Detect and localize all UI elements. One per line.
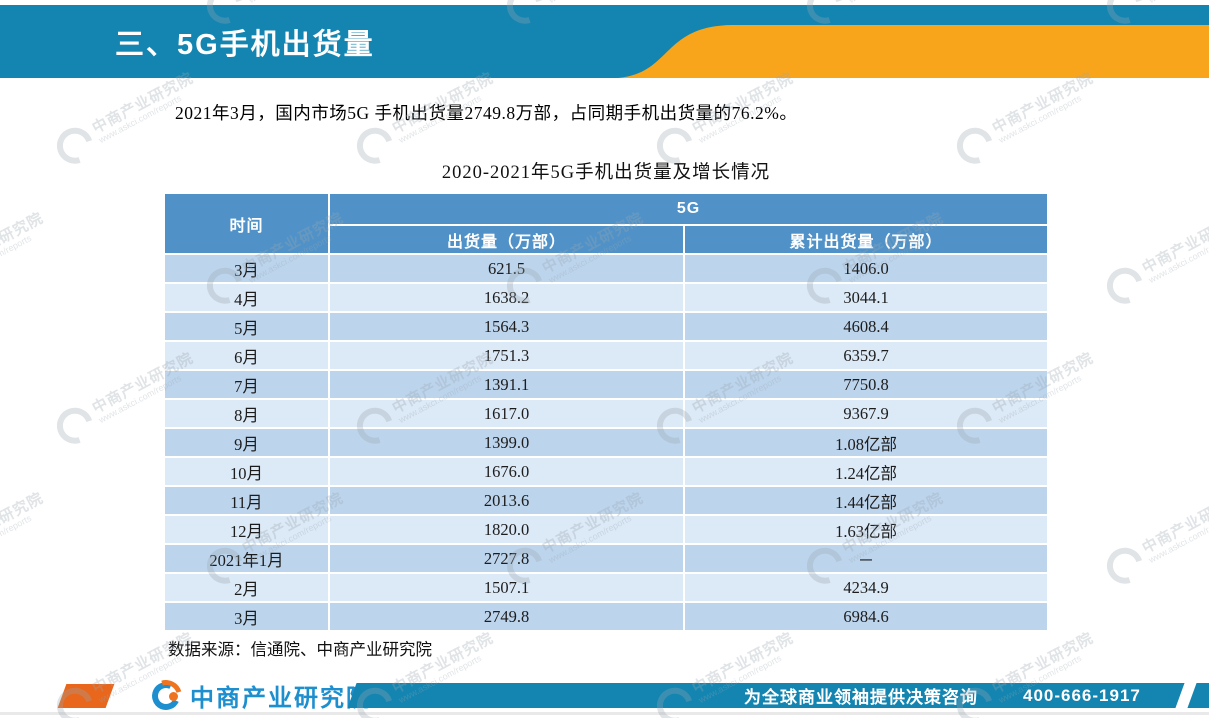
cell-time: 3月 xyxy=(165,255,328,282)
table-row: 11月 2013.6 1.44亿部 xyxy=(165,487,1047,514)
cell-time: 4月 xyxy=(165,284,328,311)
header-orange-swoosh-icon xyxy=(618,25,1209,78)
table-row: 2021年1月 2727.8 － xyxy=(165,545,1047,572)
table-row: 6月 1751.3 6359.7 xyxy=(165,342,1047,369)
cell-shipments: 1399.0 xyxy=(330,429,683,456)
company-logo-icon xyxy=(144,673,188,718)
table-row: 9月 1399.0 1.08亿部 xyxy=(165,429,1047,456)
cell-time: 7月 xyxy=(165,371,328,398)
table-row: 4月 1638.2 3044.1 xyxy=(165,284,1047,311)
table-row: 3月 621.5 1406.0 xyxy=(165,255,1047,282)
cell-shipments: 1391.1 xyxy=(330,371,683,398)
table-header-row-1: 时间 5G xyxy=(165,194,1047,253)
cell-time: 9月 xyxy=(165,429,328,456)
table-title: 2020-2021年5G手机出货量及增长情况 xyxy=(441,163,771,183)
cell-shipments: 2013.6 xyxy=(330,487,683,514)
cell-shipments: 1638.2 xyxy=(330,284,683,311)
cell-time: 5月 xyxy=(165,313,328,340)
footer-orange-shape xyxy=(57,684,115,708)
table-row: 12月 1820.0 1.63亿部 xyxy=(165,516,1047,543)
col-header-shipments: 出货量（万部） xyxy=(330,226,683,253)
cell-cumulative: 1.24亿部 xyxy=(685,458,1047,485)
cell-time: 12月 xyxy=(165,516,328,543)
cell-shipments: 2749.8 xyxy=(330,603,683,630)
col-header-5g: 5G xyxy=(330,194,1047,224)
page-title: 三、5G手机出货量 xyxy=(115,28,375,61)
footer-blue-band: 为全球商业领袖提供决策咨询 400-666-1917 xyxy=(347,683,1185,708)
intro-text: 2021年3月，国内市场5G 手机出货量2749.8万部，占同期手机出货量的76… xyxy=(175,103,798,123)
footer-slogan: 为全球商业领袖提供决策咨询 xyxy=(744,688,978,707)
cell-shipments: 1751.3 xyxy=(330,342,683,369)
cell-time: 8月 xyxy=(165,400,328,427)
cell-cumulative: 3044.1 xyxy=(685,284,1047,311)
cell-time: 3月 xyxy=(165,603,328,630)
cell-shipments: 1564.3 xyxy=(330,313,683,340)
table-header-row-2: 出货量（万部） 累计出货量（万部） xyxy=(165,226,1047,253)
cell-time: 2021年1月 xyxy=(165,545,328,572)
table-row: 2月 1507.1 4234.9 xyxy=(165,574,1047,601)
cell-shipments: 621.5 xyxy=(330,255,683,282)
cell-shipments: 1676.0 xyxy=(330,458,683,485)
shipments-table: 时间 5G 出货量（万部） 累计出货量（万部） 3月 621.5 1406.0 … xyxy=(163,192,1049,632)
cell-shipments: 1820.0 xyxy=(330,516,683,543)
cell-time: 11月 xyxy=(165,487,328,514)
table-row: 5月 1564.3 4608.4 xyxy=(165,313,1047,340)
cell-time: 6月 xyxy=(165,342,328,369)
cell-cumulative: 1.08亿部 xyxy=(685,429,1047,456)
cell-cumulative: 6359.7 xyxy=(685,342,1047,369)
footer-band-tip xyxy=(1187,683,1209,708)
cell-cumulative: 4608.4 xyxy=(685,313,1047,340)
cell-cumulative: 6984.6 xyxy=(685,603,1047,630)
table-row: 10月 1676.0 1.24亿部 xyxy=(165,458,1047,485)
cell-shipments: 1617.0 xyxy=(330,400,683,427)
table-row: 3月 2749.8 6984.6 xyxy=(165,603,1047,630)
header-bar: 三、5G手机出货量 xyxy=(0,5,1209,78)
cell-time: 2月 xyxy=(165,574,328,601)
cell-shipments: 1507.1 xyxy=(330,574,683,601)
cell-cumulative: 1.44亿部 xyxy=(685,487,1047,514)
col-header-cumulative: 累计出货量（万部） xyxy=(685,226,1047,253)
cell-time: 10月 xyxy=(165,458,328,485)
col-header-time: 时间 xyxy=(165,194,328,253)
cell-cumulative: － xyxy=(685,545,1047,572)
footer-phone: 400-666-1917 xyxy=(1023,685,1141,705)
cell-cumulative: 1.63亿部 xyxy=(685,516,1047,543)
cell-cumulative: 7750.8 xyxy=(685,371,1047,398)
company-logo-text: 中商产业研究院 xyxy=(190,685,372,712)
cell-cumulative: 4234.9 xyxy=(685,574,1047,601)
cell-shipments: 2727.8 xyxy=(330,545,683,572)
bottom-edge-strip xyxy=(0,712,1209,715)
table-row: 7月 1391.1 7750.8 xyxy=(165,371,1047,398)
data-source-text: 数据来源：信通院、中商产业研究院 xyxy=(168,640,432,659)
company-logo: 中商产业研究院 xyxy=(144,673,372,718)
cell-cumulative: 9367.9 xyxy=(685,400,1047,427)
cell-cumulative: 1406.0 xyxy=(685,255,1047,282)
table-row: 8月 1617.0 9367.9 xyxy=(165,400,1047,427)
